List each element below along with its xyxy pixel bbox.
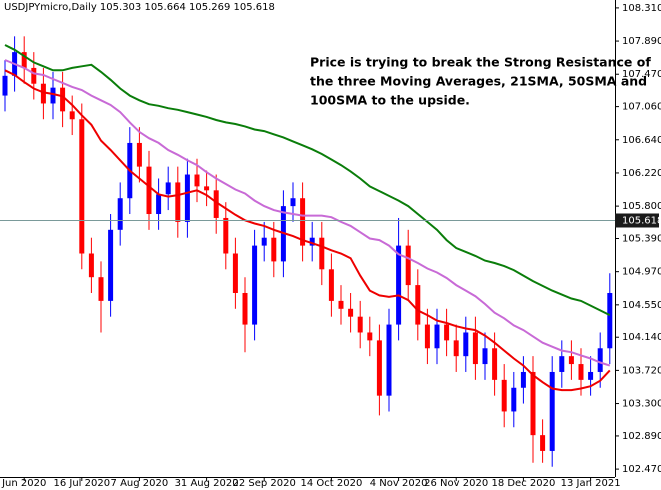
x-tick-label: 18 Dec 2020	[491, 478, 555, 489]
candle-body	[60, 87, 66, 112]
candle-body	[607, 292, 613, 349]
candle-body	[482, 348, 488, 365]
x-tick-label: 16 Jul 2020	[53, 478, 110, 489]
annotation-line: the three Moving Averages, 21SMA, 50SMA …	[310, 74, 647, 89]
candle-body	[415, 285, 421, 325]
candle-body	[386, 324, 392, 396]
candle-body	[338, 300, 344, 309]
candle-body	[252, 245, 258, 325]
moving-average-line	[4, 44, 611, 316]
candle-body	[204, 186, 210, 191]
candle-body	[348, 308, 354, 317]
x-tick-label: 4 Nov 2020	[370, 478, 428, 489]
candle-body	[309, 237, 315, 246]
candle-body	[88, 253, 94, 278]
candle-body	[21, 52, 27, 68]
y-tick-label: 106.640	[622, 135, 661, 146]
candle-body	[520, 371, 526, 388]
candle-body	[175, 182, 181, 222]
candle-body	[530, 371, 536, 436]
candle-body	[376, 340, 382, 396]
y-tick-label: 107.470	[622, 69, 661, 80]
candle-body	[271, 237, 277, 262]
x-tick-label: 7 Aug 2020	[111, 478, 169, 489]
candle-body	[146, 166, 152, 215]
candle-body	[79, 119, 85, 254]
candle-body	[50, 87, 56, 104]
y-tick-label: 104.970	[622, 267, 661, 278]
candle-body	[424, 324, 430, 349]
candle-body	[194, 174, 200, 187]
y-tick-label: 104.140	[622, 332, 661, 343]
x-tick-label: Jun 2020	[1, 478, 46, 489]
x-tick-label: 26 Nov 2020	[424, 478, 488, 489]
candle-body	[453, 340, 459, 357]
candle-body	[40, 83, 46, 104]
candle-body	[31, 67, 37, 84]
candle-body	[117, 198, 123, 230]
candle-body	[2, 75, 8, 96]
x-tick-label: 13 Jan 2021	[561, 478, 621, 489]
candle-body	[472, 332, 478, 365]
y-tick-label: 108.310	[622, 3, 661, 14]
candle-body	[357, 316, 363, 333]
candle-body	[492, 348, 498, 380]
candle-body	[136, 142, 142, 167]
candle-body	[367, 332, 373, 341]
candle-body	[328, 269, 334, 301]
candle-body	[597, 348, 603, 372]
y-tick-label: 102.890	[622, 431, 661, 442]
candle-body	[213, 190, 219, 218]
x-tick-label: 22 Sep 2020	[233, 478, 296, 489]
y-tick-label: 106.220	[622, 168, 661, 179]
y-tick-label: 105.390	[622, 234, 661, 245]
candle-body	[444, 324, 450, 341]
y-tick-label: 105.800	[622, 201, 661, 212]
candle-body	[511, 387, 517, 412]
candle-body	[232, 253, 238, 293]
candle-body	[540, 435, 546, 451]
x-tick-label: 31 Aug 2020	[175, 478, 239, 489]
candle-body	[300, 198, 306, 246]
candle-body	[223, 217, 229, 254]
candle-body	[184, 174, 190, 222]
chart-title: USDJPYmicro,Daily 105.303 105.664 105.26…	[4, 2, 275, 13]
candle-body	[578, 364, 584, 380]
x-tick-label: 14 Oct 2020	[300, 478, 362, 489]
candle-body	[463, 332, 469, 357]
candle-body	[549, 371, 555, 451]
candle-body	[69, 111, 75, 120]
candle-body	[501, 379, 507, 412]
moving-average-line	[4, 69, 611, 392]
candle-body	[98, 277, 104, 301]
annotation-line: 100SMA to the upside.	[310, 93, 470, 108]
candle-body	[434, 324, 440, 349]
candle-body	[405, 245, 411, 286]
candle-body	[588, 371, 594, 380]
y-tick-label: 102.470	[622, 464, 661, 475]
candle-body	[108, 229, 114, 301]
candle-body	[290, 198, 296, 207]
y-tick-label: 103.720	[622, 365, 661, 376]
y-tick-label: 103.300	[622, 399, 661, 410]
candle-body	[568, 356, 574, 365]
candle-body	[319, 237, 325, 270]
candle-body	[396, 245, 402, 325]
moving-average-line	[4, 59, 611, 367]
candle-body	[242, 292, 248, 325]
y-tick-label: 107.890	[622, 36, 661, 47]
candle-body	[261, 237, 267, 246]
current-price-label: 105.618	[622, 215, 661, 226]
candle-body	[165, 182, 171, 195]
candle-body	[156, 194, 162, 215]
y-tick-label: 107.060	[622, 102, 661, 113]
y-tick-label: 104.550	[622, 300, 661, 311]
annotation-line: Price is trying to break the Strong Resi…	[310, 55, 651, 70]
candle-body	[559, 356, 565, 372]
current-price-box	[615, 213, 659, 228]
